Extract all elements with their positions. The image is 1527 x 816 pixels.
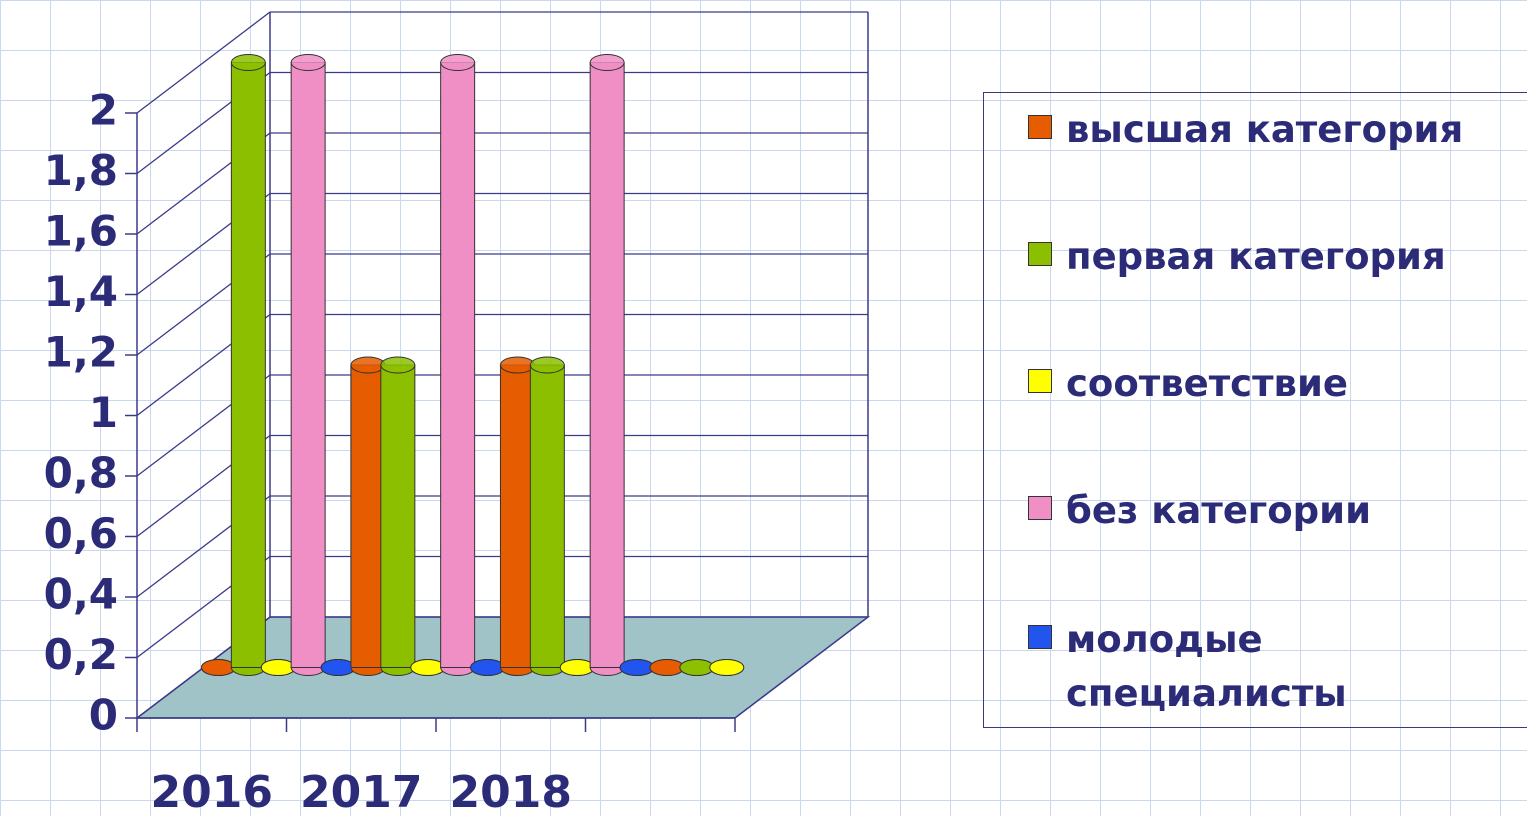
legend-label: первая категория <box>1066 235 1446 278</box>
bar-top <box>200 659 236 676</box>
bar <box>410 659 446 676</box>
y-tick-label: 0,8 <box>44 449 118 498</box>
bar <box>619 659 655 676</box>
x-tick-label: 2018 <box>450 767 572 816</box>
legend-entry: соответствие <box>1028 357 1496 411</box>
bar-top <box>529 356 565 374</box>
bar-top <box>709 659 745 676</box>
bar-top <box>320 659 356 676</box>
legend-entry: молодые специалисты <box>1028 613 1496 721</box>
bar <box>290 54 326 676</box>
bar-top <box>380 356 416 374</box>
bar <box>350 356 386 676</box>
bar <box>529 356 565 676</box>
bar-top <box>440 54 476 71</box>
y-tick-label: 1 <box>89 388 118 437</box>
bar-top <box>619 659 655 676</box>
bar-top <box>589 54 625 71</box>
bar <box>260 659 296 676</box>
legend-entry: без категории <box>1028 484 1496 538</box>
legend-entry: высшая категория <box>1028 103 1496 157</box>
legend-label: молодые специалисты <box>1066 618 1347 715</box>
bar-body <box>499 364 535 668</box>
y-tick-label: 1,2 <box>44 328 118 377</box>
bar-body <box>529 364 565 668</box>
y-tick-label: 0 <box>89 691 118 740</box>
bar-body <box>380 364 416 668</box>
y-tick-label: 1,4 <box>44 267 118 316</box>
legend-swatch <box>1028 369 1052 393</box>
bar-top <box>499 356 535 374</box>
bar-top <box>649 659 685 676</box>
bar-top <box>230 54 266 71</box>
bar-top <box>679 659 715 676</box>
bar <box>709 659 745 676</box>
y-tick-label: 0,2 <box>44 630 118 679</box>
legend-entry: первая категория <box>1028 230 1496 284</box>
bar <box>649 659 685 676</box>
bar <box>559 659 595 676</box>
bar-body <box>350 364 386 668</box>
bar-body <box>290 62 326 668</box>
bar-top <box>260 659 296 676</box>
bar <box>440 54 476 676</box>
x-tick-label: 2016 <box>151 767 273 816</box>
y-tick-label: 1,6 <box>44 207 118 256</box>
bar-top <box>559 659 595 676</box>
legend: высшая категория первая категория соответс… <box>983 92 1527 728</box>
legend-label: высшая категория <box>1066 108 1464 151</box>
bar-top <box>470 659 506 676</box>
bar-body <box>230 62 266 668</box>
bar-top <box>410 659 446 676</box>
bar-body <box>589 62 625 668</box>
y-tick-label: 0,4 <box>44 570 118 619</box>
bar <box>589 54 625 676</box>
bar <box>200 659 236 676</box>
legend-swatch <box>1028 242 1052 266</box>
bar <box>380 356 416 676</box>
legend-label: без категории <box>1066 489 1372 532</box>
legend-swatch <box>1028 496 1052 520</box>
x-tick-label: 2017 <box>300 767 422 816</box>
legend-label: соответствие <box>1066 362 1348 405</box>
bar <box>499 356 535 676</box>
legend-swatch <box>1028 625 1052 649</box>
bar <box>470 659 506 676</box>
legend-swatch <box>1028 115 1052 139</box>
bar-top <box>350 356 386 374</box>
bar-body <box>440 62 476 668</box>
grid-line <box>136 11 271 114</box>
bar-top <box>290 54 326 71</box>
y-tick-label: 2 <box>89 86 118 135</box>
y-tick-label: 1,8 <box>44 146 118 195</box>
bar <box>679 659 715 676</box>
bar <box>230 54 266 676</box>
y-tick-label: 0,6 <box>44 509 118 558</box>
bar <box>320 659 356 676</box>
